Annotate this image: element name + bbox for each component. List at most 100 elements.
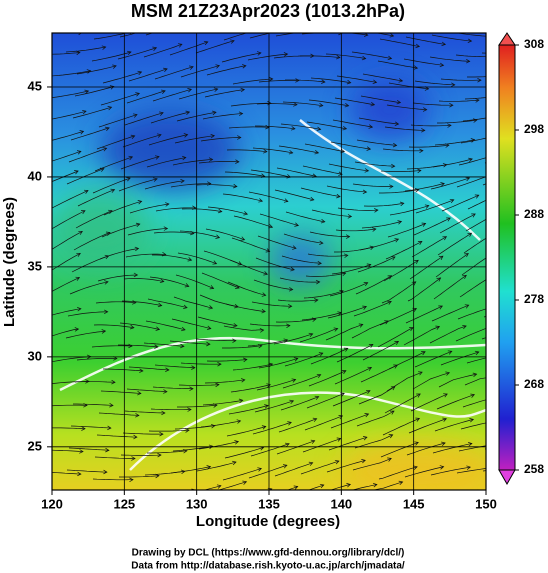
streamline: [179, 230, 220, 239]
streamline: [52, 404, 88, 407]
streamline-arrow: [76, 150, 82, 155]
streamline-arrow: [185, 110, 191, 115]
streamline-arrow: [494, 231, 498, 234]
streamline-arrow: [390, 410, 395, 415]
streamline-arrow: [74, 170, 79, 175]
streamline-arrow: [76, 252, 81, 257]
streamline: [248, 191, 288, 202]
streamline: [252, 147, 293, 154]
streamline: [52, 427, 86, 430]
streamline: [52, 170, 79, 182]
streamline: [73, 232, 111, 251]
streamline-arrow: [388, 434, 394, 439]
streamline-arrow: [389, 33, 395, 38]
streamline-arrow: [464, 304, 470, 309]
streamline-arrow: [474, 350, 480, 356]
streamline: [258, 358, 298, 369]
streamline-arrow: [258, 198, 264, 203]
streamline-arrow: [317, 260, 322, 266]
streamline: [259, 213, 299, 226]
streamline-arrow: [79, 130, 85, 135]
streamline-arrow: [129, 477, 134, 483]
streamline: [355, 275, 392, 295]
streamline-arrow: [333, 327, 339, 332]
streamline: [148, 429, 190, 432]
streamline: [306, 121, 347, 130]
streamline-arrow: [259, 328, 265, 333]
streamline-arrow: [109, 85, 115, 90]
streamline-arrow: [521, 442, 525, 446]
streamline-arrow: [530, 487, 534, 491]
streamline: [103, 368, 143, 372]
streamline-arrow: [438, 305, 443, 310]
streamline-arrow: [191, 488, 197, 490]
streamline: [352, 183, 393, 187]
streamline: [119, 322, 160, 330]
streamline-arrow: [411, 281, 417, 286]
streamline-arrow: [362, 189, 368, 195]
streamline: [463, 237, 486, 254]
streamline: [52, 130, 84, 141]
streamline-arrow: [208, 305, 214, 310]
streamline: [255, 125, 295, 130]
colorbar-top-extension: [498, 32, 516, 46]
streamline: [206, 359, 247, 362]
streamline: [345, 33, 368, 36]
streamline-arrow: [336, 437, 342, 442]
streamline: [351, 320, 389, 339]
streamline-arrow: [236, 419, 242, 424]
streamline-arrow: [263, 271, 268, 276]
streamline-arrow: [394, 341, 400, 345]
streamline: [434, 419, 474, 432]
streamline: [337, 207, 378, 211]
streamline: [403, 326, 440, 346]
streamline: [155, 207, 196, 212]
streamline: [336, 75, 377, 83]
streamline: [468, 490, 508, 495]
streamline-arrow: [217, 361, 222, 367]
streamline: [356, 410, 395, 427]
streamline-arrow: [110, 188, 116, 193]
streamline-arrow: [266, 383, 272, 388]
streamline: [304, 143, 345, 152]
streamline-arrow: [285, 442, 290, 447]
streamline: [119, 475, 160, 478]
streamline-arrow: [189, 386, 194, 391]
streamline: [121, 300, 162, 306]
streamline: [436, 394, 475, 410]
streamline-arrow: [135, 413, 140, 418]
streamline-arrow: [133, 113, 138, 118]
streamline-arrow: [318, 352, 324, 357]
streamline-arrow: [311, 317, 317, 322]
streamline: [196, 461, 237, 472]
colorbar-tick-label: 278: [524, 292, 544, 306]
streamline: [461, 257, 486, 276]
streamline: [122, 432, 163, 435]
y-tick-label: 35: [28, 258, 42, 273]
streamline: [429, 325, 467, 344]
streamline-arrow: [185, 428, 190, 433]
streamline-arrow: [187, 88, 193, 93]
streamline: [273, 333, 313, 345]
streamline: [221, 52, 261, 63]
streamline-arrow: [338, 415, 344, 420]
streamline-arrow: [155, 326, 161, 331]
streamline-arrow: [467, 232, 473, 237]
streamline: [147, 450, 187, 454]
streamline: [170, 183, 211, 188]
streamline-arrow: [181, 155, 187, 161]
streamline-arrow: [319, 240, 324, 246]
streamline-arrow: [78, 230, 83, 235]
streamline-arrow: [212, 260, 218, 265]
streamline-arrow: [233, 323, 238, 328]
streamline-arrow: [529, 68, 533, 72]
streamline: [198, 441, 239, 450]
streamline-arrow: [132, 300, 137, 305]
streamline: [455, 328, 486, 342]
streamline-arrow: [364, 413, 370, 418]
streamline-arrow: [442, 417, 447, 422]
streamline-arrow: [165, 367, 170, 373]
streamline-arrow: [520, 30, 524, 34]
streamline-arrow: [290, 126, 296, 131]
streamline: [73, 403, 114, 406]
